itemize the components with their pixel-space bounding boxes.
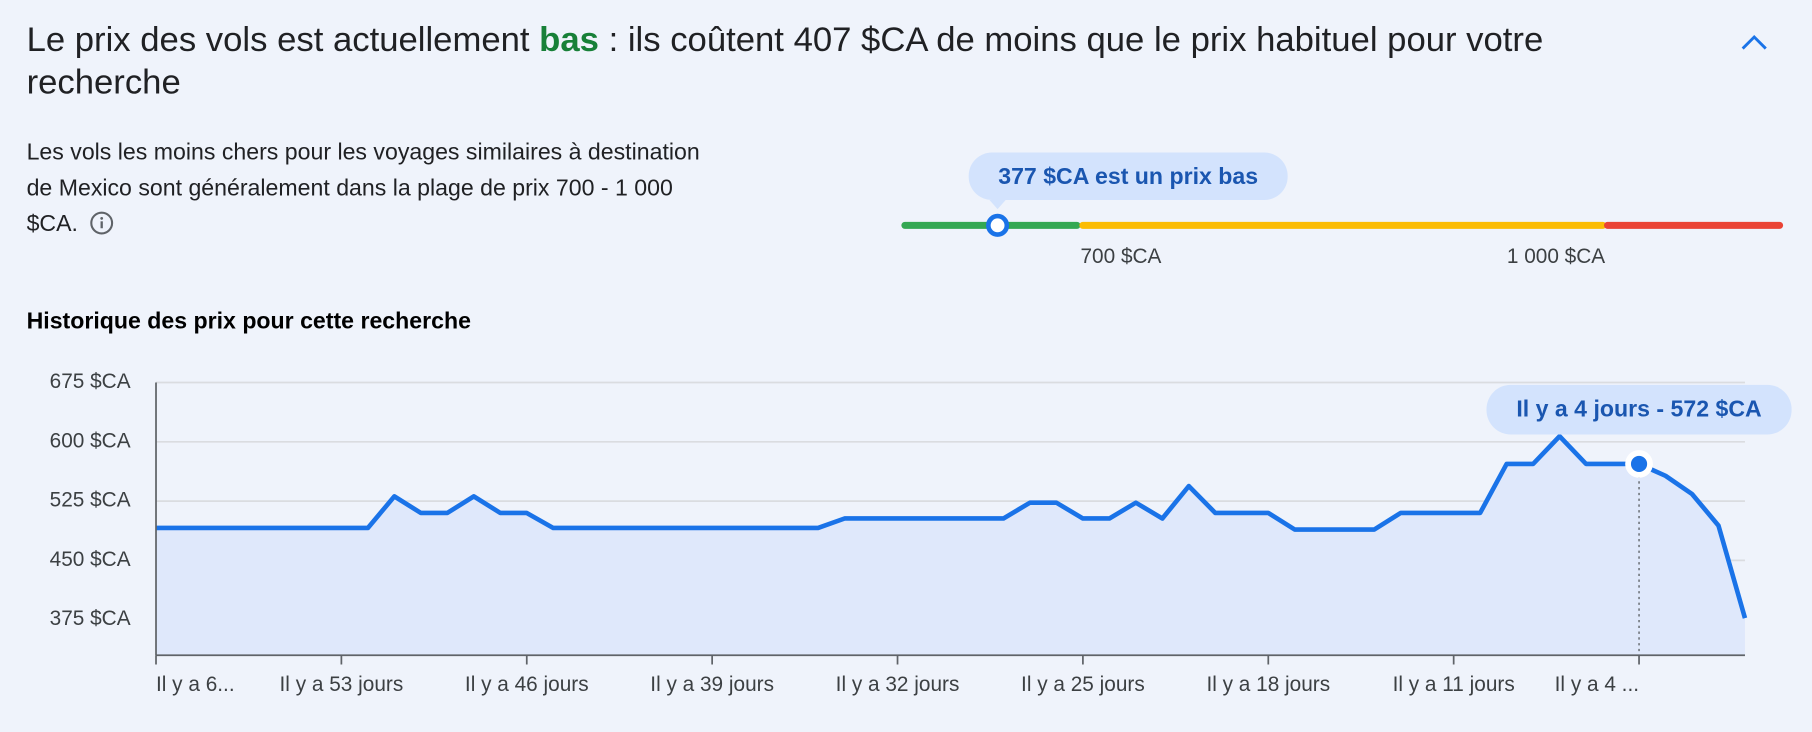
x-tick-label: Il y a 6... [156,673,235,696]
price-area [156,436,1745,656]
y-tick-label: 525 $CA [50,489,131,512]
description-text: Les vols les moins chers pour les voyage… [26,139,700,237]
threshold-label: 1 000 $CA [1507,245,1605,268]
collapse-button[interactable] [1741,34,1767,50]
price-level: 377 $CA est un prix bas 700 $CA 1 000 $CA [901,152,1784,268]
level-tooltip-bg [968,152,1288,200]
hover-point [1630,455,1648,473]
current-price-marker [986,213,1010,237]
x-tick-label: Il y a 18 jours [1206,673,1330,696]
chart-title: Historique des prix pour cette recherche [27,308,471,334]
description: Les vols les moins chers pour les voyage… [26,139,700,237]
x-tick-label: Il y a 46 jours [465,673,589,696]
tooltip: Il y a 4 jours - 572 $CA [1516,395,1762,421]
header-level: bas [539,20,599,59]
price-line [156,433,1748,619]
x-tick-label: Il y a 4 ... [1555,673,1639,696]
x-tick-label: Il y a 53 jours [280,673,404,696]
y-tick-label: 450 $CA [50,548,131,571]
x-tick-label: Il y a 11 jours [1393,673,1515,696]
level-tooltip: 377 $CA est un prix bas [998,163,1258,189]
threshold-label: 700 $CA [1080,245,1161,268]
header-prefix: Le prix des vols est actuellement [26,20,530,59]
chart: 375 $CA 450 $CA 525 $CA 600 $CA 675 $CA Il y … [50,370,1792,696]
header-suffix: : ils coûtent 407 $CA de moins que le pr… [26,20,1544,102]
y-tick-label: 675 $CA [50,370,131,393]
x-tick-label: Il y a 32 jours [836,673,960,696]
level-tooltip-pointer [989,199,1006,210]
y-tick-label: 600 $CA [50,429,131,452]
tooltip-bg [1486,384,1792,435]
y-tick-label: 375 $CA [50,607,131,630]
x-tick-label: Il y a 39 jours [650,673,774,696]
x-tick-label: Il y a 25 jours [1021,673,1145,696]
header: Le prix des vols est actuellement bas : … [26,20,1544,102]
info-icon[interactable] [89,210,114,235]
